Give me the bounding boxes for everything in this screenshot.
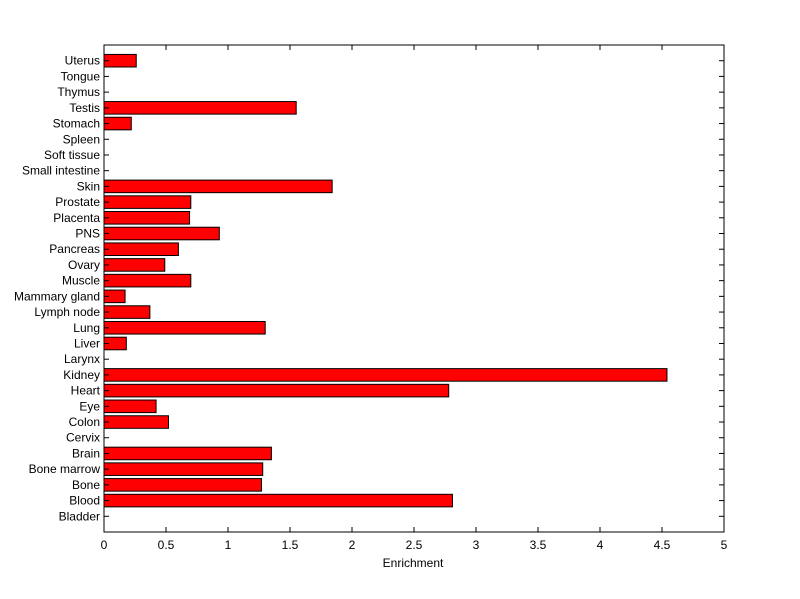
- y-tick-label: Uterus: [65, 54, 100, 68]
- x-tick-label: 1.5: [282, 538, 299, 552]
- x-tick-label: 1: [225, 538, 232, 552]
- bar-colon: [103, 415, 169, 429]
- y-tick-label: Lung: [73, 321, 100, 335]
- y-tick-label: Liver: [74, 336, 100, 350]
- plot-frame: [103, 44, 725, 533]
- bar-blood: [103, 493, 453, 508]
- bar-prostate: [103, 195, 192, 209]
- y-tick-label: Kidney: [63, 368, 100, 382]
- y-tick-label: PNS: [75, 227, 100, 241]
- x-tick-label: 3.5: [530, 538, 547, 552]
- y-tick-label: Prostate: [55, 195, 100, 209]
- bar-eye: [103, 399, 157, 414]
- y-tick-label: Pancreas: [49, 242, 100, 256]
- x-tick-label: 3: [473, 538, 480, 552]
- bar-brain: [103, 446, 272, 461]
- y-tick-label: Eye: [79, 399, 100, 413]
- y-tick-label: Mammary gland: [14, 289, 100, 303]
- y-tick-label: Small intestine: [22, 164, 100, 178]
- bar-testis: [103, 101, 297, 115]
- bar-heart: [103, 383, 450, 398]
- bar-muscle: [103, 273, 192, 288]
- y-tick-label: Colon: [69, 415, 100, 429]
- y-tick-label: Testis: [69, 101, 100, 115]
- bar-pancreas: [103, 242, 179, 257]
- y-tick-label: Muscle: [62, 274, 100, 288]
- bar-lymph-node: [103, 305, 151, 319]
- y-tick-label: Cervix: [66, 431, 100, 445]
- y-tick-label: Larynx: [64, 352, 100, 366]
- y-tick-label: Heart: [71, 384, 101, 398]
- y-tick-label: Skin: [77, 179, 100, 193]
- y-tick-label: Bone marrow: [29, 462, 101, 476]
- y-tick-label: Bone: [72, 478, 100, 492]
- bar-pns: [103, 226, 220, 241]
- y-tick-label: Placenta: [53, 211, 100, 225]
- bar-bone: [103, 478, 262, 492]
- y-tick-label: Brain: [72, 446, 100, 460]
- x-tick-label: 2: [349, 538, 356, 552]
- x-tick-label: 2.5: [406, 538, 423, 552]
- bar-kidney: [103, 368, 668, 382]
- y-tick-label: Lymph node: [34, 305, 100, 319]
- x-axis-label: Enrichment: [383, 556, 444, 570]
- y-tick-label: Ovary: [68, 258, 100, 272]
- y-tick-label: Thymus: [57, 85, 100, 99]
- x-tick-label: 0.5: [158, 538, 175, 552]
- x-tick-label: 4.5: [654, 538, 671, 552]
- x-tick-label: 4: [597, 538, 604, 552]
- bar-skin: [103, 179, 333, 194]
- bar-lung: [103, 320, 266, 335]
- bar-placenta: [103, 211, 191, 225]
- y-tick-label: Blood: [69, 494, 100, 508]
- y-tick-label: Spleen: [63, 132, 100, 146]
- y-tick-label: Soft tissue: [44, 148, 100, 162]
- x-tick-label: 5: [721, 538, 728, 552]
- bar-ovary: [103, 258, 166, 272]
- y-tick-label: Stomach: [53, 117, 100, 131]
- x-tick-label: 0: [101, 538, 108, 552]
- y-tick-label: Bladder: [59, 509, 100, 523]
- y-tick-label: Tongue: [61, 69, 101, 83]
- bar-bone-marrow: [103, 462, 264, 476]
